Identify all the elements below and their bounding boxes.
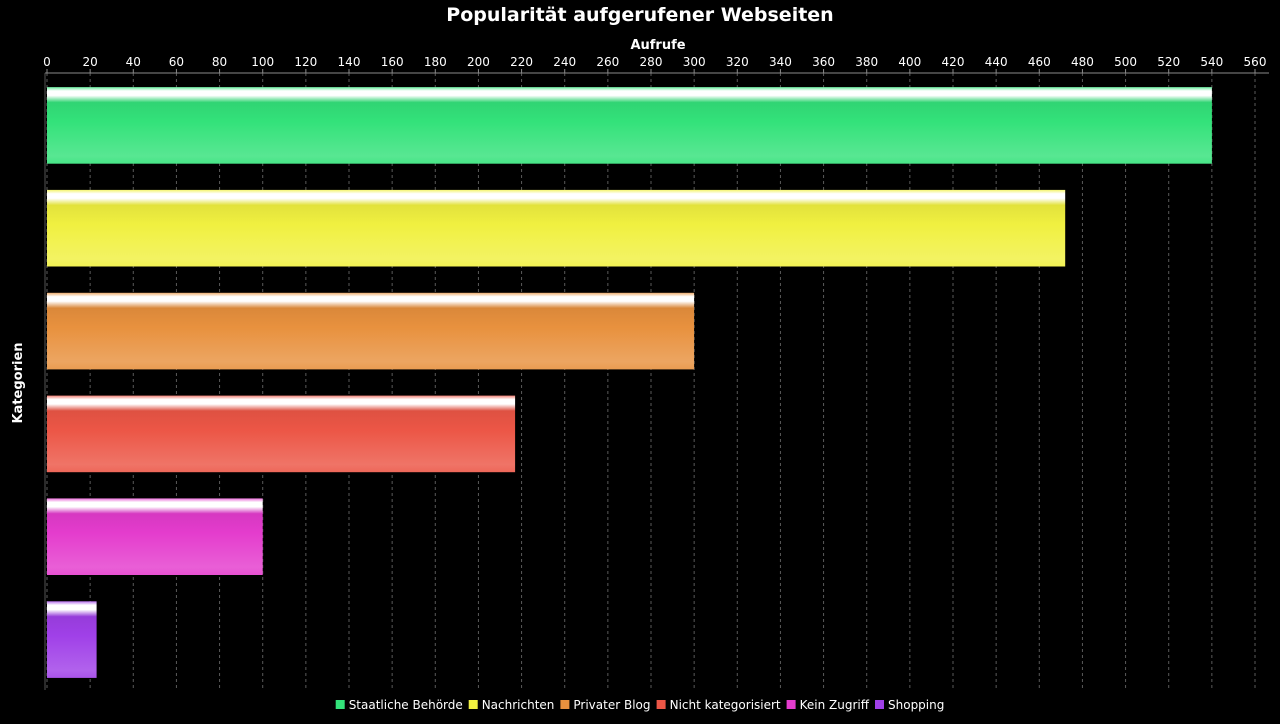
x-tick-label: 280	[640, 55, 663, 69]
legend-item: Kein Zugriff	[786, 698, 870, 712]
bar-nicht-kategorisiert	[47, 395, 516, 473]
legend-item: Nicht kategorisiert	[656, 698, 781, 712]
x-tick-label: 120	[294, 55, 317, 69]
x-tick-label: 20	[83, 55, 98, 69]
legend-swatch	[875, 700, 884, 709]
legend-swatch	[335, 700, 345, 709]
x-tick-label: 0	[43, 55, 51, 69]
x-tick-label: 160	[381, 55, 404, 69]
bar-kein-zugriff	[47, 498, 263, 575]
x-tick-label: 400	[898, 55, 921, 69]
x-tick-label: 520	[1157, 55, 1180, 69]
bar-shopping	[47, 601, 97, 678]
x-tick-label: 80	[212, 55, 227, 69]
x-tick-label: 220	[510, 55, 533, 69]
legend-label: Privater Blog	[573, 698, 650, 712]
x-axis-title: Aufrufe	[630, 38, 685, 53]
x-tick-label: 60	[169, 55, 184, 69]
legend-item: Shopping	[875, 698, 944, 712]
x-tick-label: 560	[1244, 55, 1267, 69]
x-tick-label: 200	[467, 55, 490, 69]
bars	[47, 87, 1212, 678]
legend-label: Kein Zugriff	[800, 698, 870, 712]
x-tick-label: 420	[942, 55, 965, 69]
bar-staatliche-beh-rde	[47, 87, 1212, 164]
legend-swatch	[656, 700, 666, 709]
x-tick-label: 480	[1071, 55, 1094, 69]
legend-item: Nachrichten	[468, 698, 555, 712]
x-tick-label: 500	[1114, 55, 1137, 69]
x-tick-label: 300	[683, 55, 706, 69]
x-tick-label: 440	[985, 55, 1008, 69]
legend-label: Nachrichten	[482, 698, 555, 712]
x-tick-label: 320	[726, 55, 749, 69]
legend-swatch	[786, 700, 796, 709]
legend-swatch	[560, 700, 570, 709]
bar-nachrichten	[47, 189, 1066, 267]
x-tick-label: 240	[553, 55, 576, 69]
x-tick-label: 540	[1200, 55, 1223, 69]
x-tick-label: 340	[769, 55, 792, 69]
bar-privater-blog	[47, 292, 695, 370]
x-axis: 0 20 40 60 80 100 120 140 160 180 200 220 240 260 280 3…	[43, 55, 1269, 690]
legend-swatch	[468, 700, 478, 709]
y-axis-title: Kategorien	[11, 342, 26, 423]
legend: Staatliche Behörde Nachrichten Privater Bl…	[335, 698, 944, 712]
x-tick-label: 100	[251, 55, 274, 69]
legend-item: Privater Blog	[560, 698, 651, 712]
x-tick-label: 380	[855, 55, 878, 69]
legend-label: Staatliche Behörde	[349, 698, 463, 712]
legend-item: Staatliche Behörde	[335, 698, 463, 712]
x-tick-label: 180	[424, 55, 447, 69]
x-tick-label: 360	[812, 55, 835, 69]
chart-title: Popularität aufgerufener Webseiten	[446, 4, 833, 26]
legend-label: Shopping	[888, 698, 944, 712]
x-tick-label: 460	[1028, 55, 1051, 69]
x-tick-label: 260	[596, 55, 619, 69]
x-tick-label: 40	[126, 55, 141, 69]
x-tick-label: 140	[338, 55, 361, 69]
legend-label: Nicht kategorisiert	[670, 698, 781, 712]
grid-lines	[46, 73, 1256, 690]
